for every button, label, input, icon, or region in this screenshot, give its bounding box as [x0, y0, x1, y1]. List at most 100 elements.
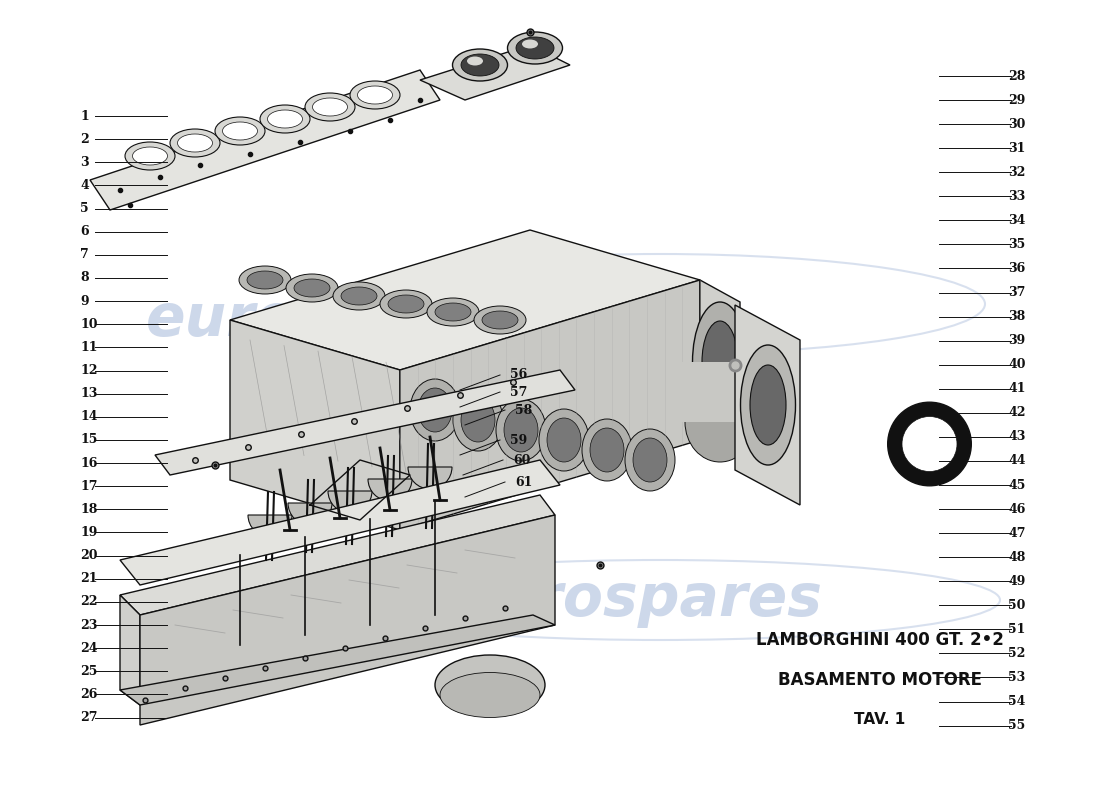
- Text: 58: 58: [515, 403, 532, 417]
- Text: 30: 30: [1008, 118, 1025, 130]
- Ellipse shape: [286, 274, 338, 302]
- Polygon shape: [230, 320, 400, 530]
- Text: 56: 56: [510, 369, 527, 382]
- Polygon shape: [400, 280, 700, 530]
- Text: 50: 50: [1008, 599, 1025, 612]
- Ellipse shape: [474, 306, 526, 334]
- Text: 44: 44: [1008, 454, 1025, 467]
- Polygon shape: [120, 460, 560, 585]
- Ellipse shape: [504, 408, 538, 452]
- Text: 53: 53: [1009, 671, 1025, 684]
- Polygon shape: [120, 495, 556, 615]
- Ellipse shape: [685, 382, 755, 462]
- Ellipse shape: [693, 302, 748, 422]
- Text: 36: 36: [1009, 262, 1025, 275]
- Text: 55: 55: [1009, 719, 1025, 732]
- Text: 32: 32: [1008, 166, 1025, 178]
- Text: 43: 43: [1008, 430, 1025, 443]
- Ellipse shape: [388, 295, 424, 313]
- Circle shape: [902, 417, 957, 471]
- Polygon shape: [120, 595, 140, 705]
- Ellipse shape: [482, 311, 518, 329]
- Wedge shape: [408, 467, 452, 489]
- Bar: [680, 362, 780, 422]
- Wedge shape: [328, 491, 372, 513]
- Text: 8: 8: [80, 271, 89, 285]
- Text: 9: 9: [80, 294, 89, 308]
- Text: 16: 16: [80, 457, 98, 470]
- Polygon shape: [155, 370, 575, 475]
- Text: 40: 40: [1008, 358, 1025, 371]
- Ellipse shape: [410, 379, 460, 441]
- Polygon shape: [735, 305, 800, 505]
- Text: 48: 48: [1008, 550, 1025, 564]
- Ellipse shape: [547, 418, 581, 462]
- Ellipse shape: [170, 129, 220, 157]
- Wedge shape: [248, 515, 292, 537]
- Ellipse shape: [582, 419, 632, 481]
- Ellipse shape: [625, 429, 675, 491]
- Text: 57: 57: [510, 386, 527, 398]
- Text: 28: 28: [1008, 70, 1025, 82]
- Polygon shape: [140, 515, 556, 725]
- Text: 19: 19: [80, 526, 98, 539]
- Text: 14: 14: [80, 410, 98, 423]
- Ellipse shape: [350, 81, 400, 109]
- Ellipse shape: [418, 388, 452, 432]
- Ellipse shape: [590, 428, 624, 472]
- Text: 27: 27: [80, 711, 98, 724]
- Text: 5: 5: [80, 202, 89, 215]
- Text: 25: 25: [80, 665, 98, 678]
- Ellipse shape: [248, 271, 283, 289]
- Ellipse shape: [333, 282, 385, 310]
- Wedge shape: [368, 479, 412, 501]
- Text: 52: 52: [1008, 647, 1025, 660]
- Ellipse shape: [312, 98, 348, 116]
- Ellipse shape: [239, 266, 292, 294]
- Ellipse shape: [522, 39, 538, 49]
- Text: 15: 15: [80, 434, 98, 446]
- Text: BASAMENTO MOTORE: BASAMENTO MOTORE: [778, 671, 982, 689]
- Text: 3: 3: [80, 156, 89, 169]
- Ellipse shape: [305, 93, 355, 121]
- Text: 59: 59: [510, 434, 527, 446]
- Polygon shape: [420, 45, 570, 100]
- Ellipse shape: [461, 398, 495, 442]
- Text: 18: 18: [80, 503, 98, 516]
- Text: 41: 41: [1008, 382, 1025, 395]
- Text: 29: 29: [1008, 94, 1025, 106]
- Text: eurospares: eurospares: [453, 571, 823, 629]
- Text: 34: 34: [1008, 214, 1025, 227]
- Text: 22: 22: [80, 595, 98, 609]
- Ellipse shape: [379, 290, 432, 318]
- Text: 42: 42: [1008, 406, 1025, 419]
- Text: 54: 54: [1008, 695, 1025, 708]
- Text: 21: 21: [80, 572, 98, 586]
- Polygon shape: [700, 280, 740, 440]
- Text: 24: 24: [80, 642, 98, 654]
- Text: 7: 7: [80, 248, 89, 262]
- Ellipse shape: [440, 673, 540, 718]
- Ellipse shape: [177, 134, 212, 152]
- Ellipse shape: [453, 389, 503, 451]
- Polygon shape: [120, 615, 556, 705]
- Ellipse shape: [496, 399, 546, 461]
- Ellipse shape: [267, 110, 303, 128]
- Ellipse shape: [214, 117, 265, 145]
- Ellipse shape: [468, 57, 483, 66]
- Ellipse shape: [427, 298, 478, 326]
- Ellipse shape: [452, 49, 507, 81]
- Wedge shape: [288, 503, 332, 525]
- Text: 2: 2: [80, 133, 89, 146]
- Text: 35: 35: [1009, 238, 1025, 251]
- Ellipse shape: [539, 409, 588, 471]
- Text: 4: 4: [80, 179, 89, 192]
- Text: eurospares: eurospares: [145, 291, 515, 349]
- Text: 26: 26: [80, 688, 98, 701]
- Text: 23: 23: [80, 618, 98, 631]
- Text: 47: 47: [1008, 526, 1025, 540]
- Ellipse shape: [434, 655, 544, 715]
- Text: 17: 17: [80, 480, 98, 493]
- Text: 39: 39: [1009, 334, 1025, 347]
- Ellipse shape: [516, 37, 554, 59]
